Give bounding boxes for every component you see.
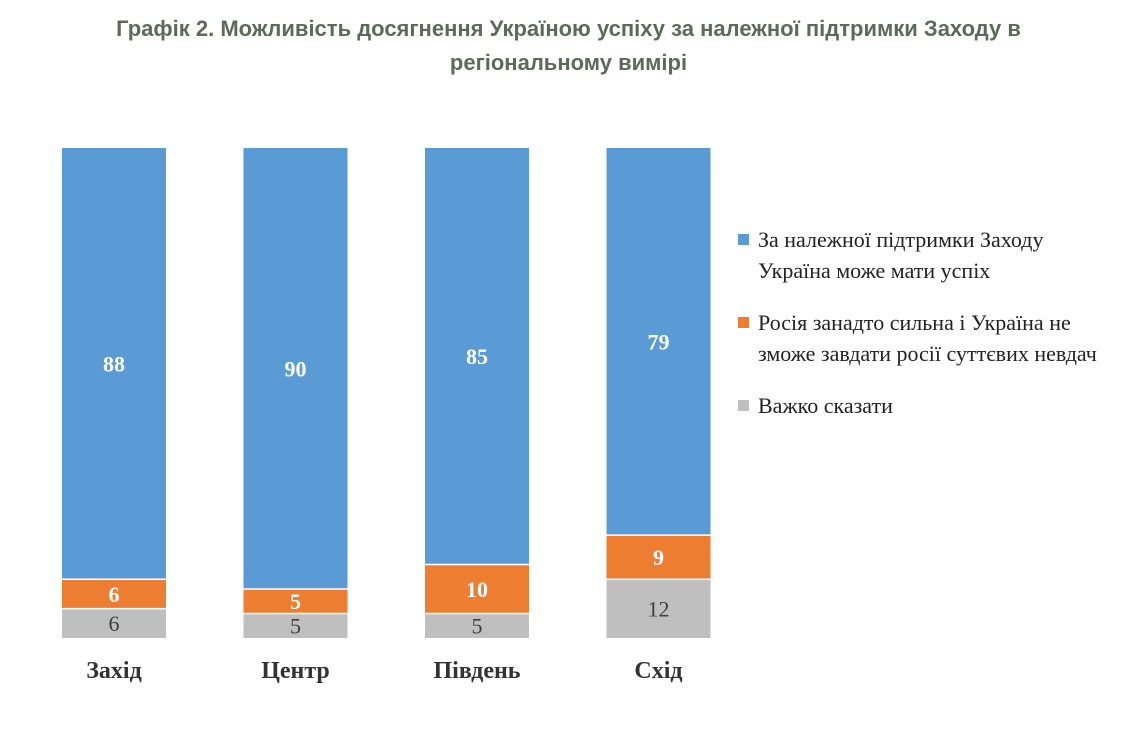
legend-label-russia-too-strong: Росія занадто сильна і Україна не зможе …: [758, 310, 1097, 366]
bar-segment-s0-c0: [62, 148, 166, 580]
legend-item-success: За належної підтримки Заходу Україна мож…: [738, 224, 1098, 286]
bar-segment-s1-c0: [62, 579, 166, 609]
legend-label-hard-to-say: Важко сказати: [758, 393, 893, 418]
legend-item-russia-too-strong: Росія занадто сильна і Україна не зможе …: [738, 307, 1098, 369]
data-label-s0-c0: 88: [103, 352, 125, 377]
category-label-0: Захід: [86, 658, 141, 684]
legend: За належної підтримки Заходу Україна мож…: [738, 224, 1098, 421]
category-label-3: Схід: [634, 658, 682, 684]
bar-segment-s1-c3: [606, 535, 711, 580]
data-label-s2-c2: 5: [472, 614, 483, 639]
legend-swatch-hard-to-say: [738, 400, 749, 411]
bar-segment-s0-c3: [606, 148, 711, 536]
legend-swatch-success: [738, 234, 749, 245]
bar-segment-s1-c1: [243, 589, 348, 614]
data-label-s1-c0: 6: [109, 582, 120, 607]
data-label-s2-c0: 6: [109, 611, 120, 636]
bar-segment-s2-c2: [425, 613, 529, 638]
data-label-s0-c1: 90: [285, 356, 307, 381]
data-label-s0-c2: 85: [466, 344, 488, 369]
legend-label-success: За належної підтримки Заходу Україна мож…: [758, 227, 1044, 283]
data-label-s2-c1: 5: [290, 614, 301, 639]
bar-segment-s2-c3: [606, 579, 711, 638]
data-label-s0-c3: 79: [648, 329, 670, 354]
bar-segment-s2-c0: [62, 608, 166, 638]
chart-title: Графік 2. Можливість досягнення Україною…: [116, 16, 1021, 75]
bar-segment-s2-c1: [243, 613, 348, 638]
legend-swatch-russia-too-strong: [738, 317, 749, 328]
category-label-2: Південь: [433, 658, 520, 684]
category-label-1: Центр: [261, 658, 330, 684]
bar-segment-s0-c2: [425, 148, 529, 565]
data-label-s1-c1: 5: [290, 589, 301, 614]
legend-item-hard-to-say: Важко сказати: [738, 390, 1098, 421]
data-label-s1-c3: 9: [653, 545, 664, 570]
data-label-s1-c2: 10: [466, 577, 488, 602]
bar-segment-s1-c2: [425, 564, 529, 614]
data-label-s2-c3: 12: [648, 597, 670, 622]
bar-segment-s0-c1: [243, 148, 348, 589]
